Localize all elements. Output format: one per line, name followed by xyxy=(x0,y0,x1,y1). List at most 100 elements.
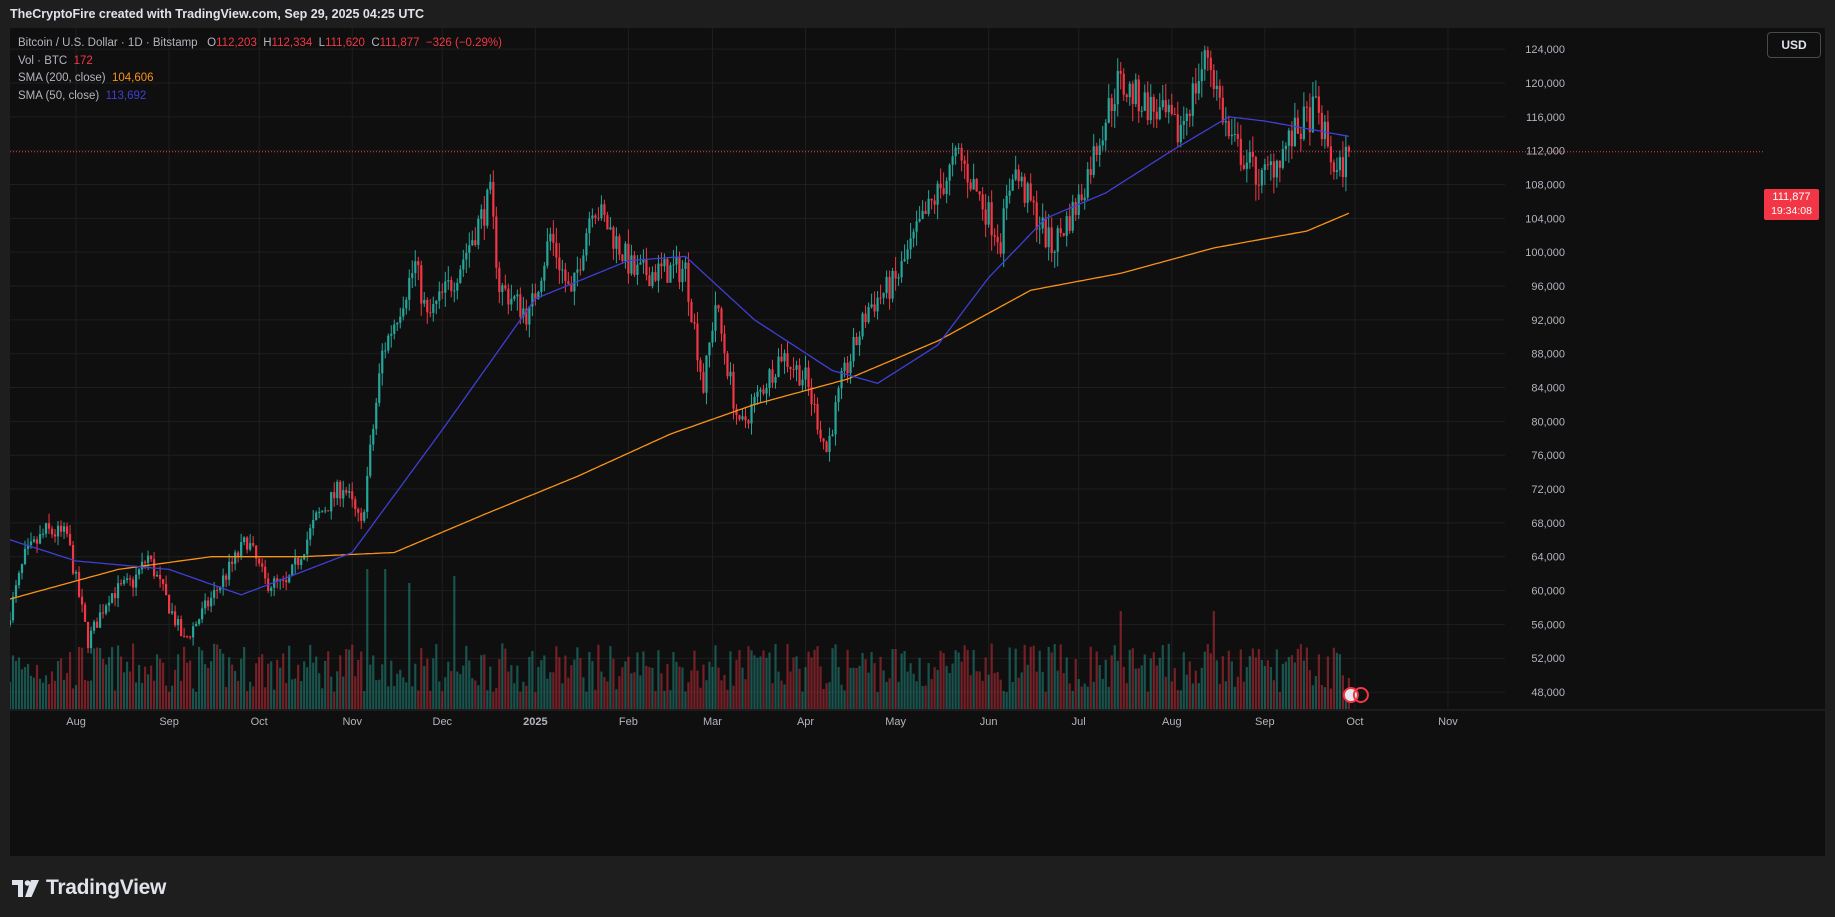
candle-body xyxy=(1029,183,1032,201)
volume-bar xyxy=(519,691,522,709)
volume-bar xyxy=(303,661,306,709)
candle-body xyxy=(1290,130,1293,147)
candle-body xyxy=(1035,202,1038,230)
time-tick-label: Aug xyxy=(1162,716,1182,728)
time-tick-label: 2025 xyxy=(523,716,547,728)
candle-body xyxy=(333,492,336,499)
last-price-value: 111,877 xyxy=(1772,191,1811,203)
volume-bar xyxy=(65,673,69,709)
legend-sma200-row[interactable]: SMA (200, close) 104,606 xyxy=(18,70,502,88)
candle-body xyxy=(657,263,660,281)
volume-bar xyxy=(669,690,672,709)
chart-pane[interactable]: 48,000 52,000 56,000 60,000 64,000 68,000 72,0… xyxy=(10,28,1825,856)
candle-body xyxy=(417,261,420,266)
candle-body xyxy=(1272,161,1275,178)
volume-bar xyxy=(318,673,321,709)
candle-body xyxy=(348,491,351,493)
candle-body xyxy=(666,259,669,283)
volume-bar xyxy=(192,688,195,709)
volume-bar xyxy=(735,659,738,709)
candle-body xyxy=(237,552,240,557)
candle-body xyxy=(158,574,162,580)
volume-bar xyxy=(792,657,795,709)
candle-body xyxy=(453,290,456,292)
volume-bar xyxy=(807,651,810,709)
volume-bar xyxy=(1233,686,1236,709)
candle-body xyxy=(618,236,621,255)
candle-body xyxy=(372,428,375,445)
candle-body xyxy=(873,304,876,312)
volume-bar xyxy=(255,663,258,709)
volume-bar xyxy=(840,684,843,709)
volume-bar xyxy=(68,652,72,709)
volume-bar xyxy=(699,687,702,709)
open-value: 112,203 xyxy=(216,37,257,49)
candle-body xyxy=(408,277,411,300)
volume-bar xyxy=(276,659,279,709)
volume-bar xyxy=(510,665,513,709)
candle-body xyxy=(1281,149,1284,168)
volume-bar xyxy=(1227,650,1230,709)
candle-body xyxy=(1311,96,1314,133)
volume-bar xyxy=(1014,648,1017,709)
candle-body xyxy=(912,231,915,239)
volume-bar xyxy=(348,649,351,709)
candle-body xyxy=(134,574,138,588)
volume-value: 172 xyxy=(73,54,93,67)
candle-body xyxy=(699,360,702,372)
volume-bar xyxy=(915,681,918,709)
candle-body xyxy=(38,534,42,544)
volume-bar xyxy=(1188,661,1191,709)
volume-bar xyxy=(618,676,621,709)
candle-body xyxy=(321,511,324,513)
volume-bar xyxy=(906,671,909,709)
candle-body xyxy=(261,563,264,567)
candle-body xyxy=(1263,164,1266,170)
volume-bar xyxy=(1089,646,1092,709)
volume-bar xyxy=(903,650,906,709)
tradingview-logo[interactable]: TradingView xyxy=(12,876,166,900)
sma-50-line xyxy=(10,116,1350,596)
candle-body xyxy=(444,281,447,293)
volume-bar xyxy=(897,681,900,709)
candle-body xyxy=(690,301,693,323)
candle-body xyxy=(1101,140,1104,146)
chart-canvas[interactable]: 48,000 52,000 56,000 60,000 64,000 68,000 72,0… xyxy=(10,28,1825,856)
volume-bar xyxy=(561,683,564,709)
volume-bar xyxy=(831,648,834,709)
candle-body xyxy=(1191,83,1194,116)
volume-bar xyxy=(693,650,696,709)
legend-volume-row[interactable]: Vol · BTC 172 xyxy=(18,53,502,71)
legend-sma50-row[interactable]: SMA (50, close) 113,692 xyxy=(18,88,502,106)
currency-button[interactable]: USD xyxy=(1767,32,1821,58)
volume-bar xyxy=(285,682,288,709)
candle-body xyxy=(1107,98,1110,123)
candle-body xyxy=(720,308,723,334)
time-tick-label: Oct xyxy=(251,716,268,728)
candle-body xyxy=(402,308,405,317)
candle-body xyxy=(504,285,507,289)
candle-body xyxy=(1284,145,1287,150)
volume-bar xyxy=(1110,655,1113,709)
volume-bar xyxy=(759,656,762,709)
candle-body xyxy=(327,510,330,512)
symbol-title[interactable]: Bitcoin / U.S. Dollar · 1D · Bitstamp xyxy=(18,37,198,49)
candle-body xyxy=(969,182,972,190)
candle-body xyxy=(318,511,321,513)
high-label: H xyxy=(263,37,272,49)
volume-bar xyxy=(942,653,945,709)
volume-bar xyxy=(44,675,48,709)
candle-body xyxy=(1185,113,1188,121)
volume-bar xyxy=(291,679,294,709)
candle-body xyxy=(804,367,807,380)
volume-bar xyxy=(741,667,744,709)
time-tick-label: Jun xyxy=(980,716,998,728)
time-axis: Aug Sep Oct Nov Dec 2025 Feb Mar Apr May Jun Jul Aug… xyxy=(66,716,1458,728)
candle-body xyxy=(390,333,393,336)
candle-body xyxy=(594,215,597,218)
volume-bar xyxy=(924,685,927,709)
candle-body xyxy=(1260,169,1263,186)
candle-body xyxy=(255,545,258,559)
candle-body xyxy=(1014,169,1017,180)
volume-bar xyxy=(131,643,135,709)
